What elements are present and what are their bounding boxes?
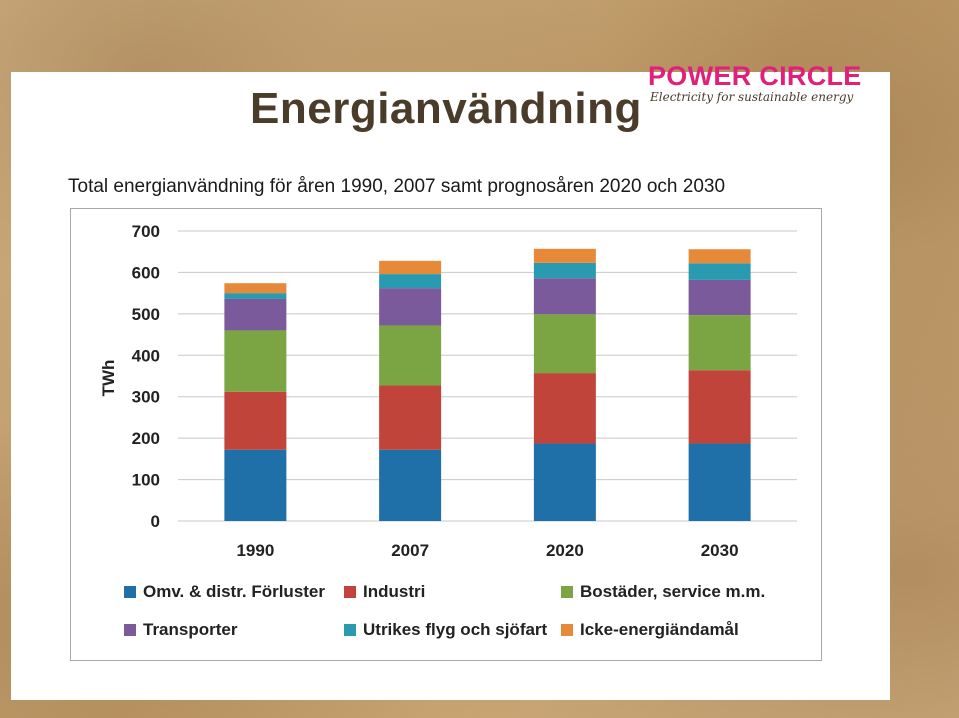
- y-axis-label: TWh: [99, 360, 118, 397]
- bar-segment: [533, 373, 596, 444]
- legend-item: Bostäder, service m.m.: [561, 582, 765, 602]
- bar-segment: [533, 262, 596, 279]
- legend-swatch: [561, 624, 573, 636]
- bar-segment: [533, 443, 596, 521]
- legend-swatch: [344, 624, 356, 636]
- bar-segment: [688, 279, 751, 316]
- bar-segment: [224, 330, 287, 392]
- power-circle-logo: POWER CIRCLE Electricity for sustainable…: [648, 62, 862, 104]
- bar-segment: [224, 283, 287, 294]
- bar-segment: [224, 449, 287, 521]
- y-tick-label: 100: [132, 471, 160, 490]
- bar-segment: [688, 315, 751, 371]
- legend-item: Utrikes flyg och sjöfart: [344, 620, 547, 640]
- legend-label: Bostäder, service m.m.: [580, 582, 766, 601]
- legend-swatch: [344, 586, 356, 598]
- legend-label: Icke-energiändamål: [580, 620, 739, 639]
- y-tick-label: 600: [132, 263, 160, 282]
- x-tick-labels: 1990 2007 2020 2030: [236, 541, 738, 560]
- x-tick-label: 2007: [391, 541, 429, 560]
- bar-segment: [379, 449, 442, 521]
- legend-label: Transporter: [143, 620, 238, 639]
- legend-item: Icke-energiändamål: [561, 620, 739, 640]
- y-tick-label: 300: [132, 388, 160, 407]
- bar-segment: [379, 385, 442, 450]
- bar-segment: [533, 278, 596, 315]
- bar-segment: [379, 325, 442, 386]
- y-tick-label: 400: [132, 346, 160, 365]
- bars: [224, 248, 751, 521]
- bar-segment: [224, 298, 287, 331]
- legend-swatch: [124, 586, 136, 598]
- legend-label: Utrikes flyg och sjöfart: [363, 620, 548, 639]
- legend-item: Omv. & distr. Förluster: [124, 582, 325, 602]
- bar-segment: [379, 260, 442, 275]
- legend-item: Transporter: [124, 620, 237, 640]
- bar-segment: [379, 288, 442, 326]
- y-tick-label: 500: [132, 305, 160, 324]
- legend-item: Industri: [344, 582, 425, 602]
- legend-swatch: [561, 586, 573, 598]
- chart-legend: Omv. & distr. Förluster Industri Bostäder,…: [124, 580, 804, 650]
- bar-segment: [688, 263, 751, 280]
- legend-label: Omv. & distr. Förluster: [143, 582, 326, 601]
- legend-label: Industri: [363, 582, 426, 601]
- x-tick-label: 2030: [701, 541, 739, 560]
- bar-segment: [533, 314, 596, 374]
- bar-segment: [379, 274, 442, 289]
- logo-tagline: Electricity for sustainable energy: [650, 90, 854, 104]
- x-tick-label: 1990: [236, 541, 274, 560]
- bar-segment: [688, 249, 751, 264]
- y-tick-label: 700: [132, 222, 160, 241]
- bar-segment: [224, 391, 287, 450]
- bar-segment: [224, 293, 287, 299]
- slide-title: Energianvändning: [250, 84, 642, 133]
- legend-swatch: [124, 624, 136, 636]
- bar-segment: [533, 248, 596, 263]
- bar-segment: [688, 443, 751, 521]
- y-tick-labels: 0 100 200 300 400 500 600 700: [132, 222, 160, 531]
- y-tick-label: 0: [151, 512, 160, 531]
- y-tick-label: 200: [132, 429, 160, 448]
- x-tick-label: 2020: [546, 541, 584, 560]
- bar-segment: [688, 370, 751, 444]
- chart-title: Total energianvändning för åren 1990, 20…: [68, 176, 726, 197]
- logo-name: POWER CIRCLE: [648, 61, 862, 91]
